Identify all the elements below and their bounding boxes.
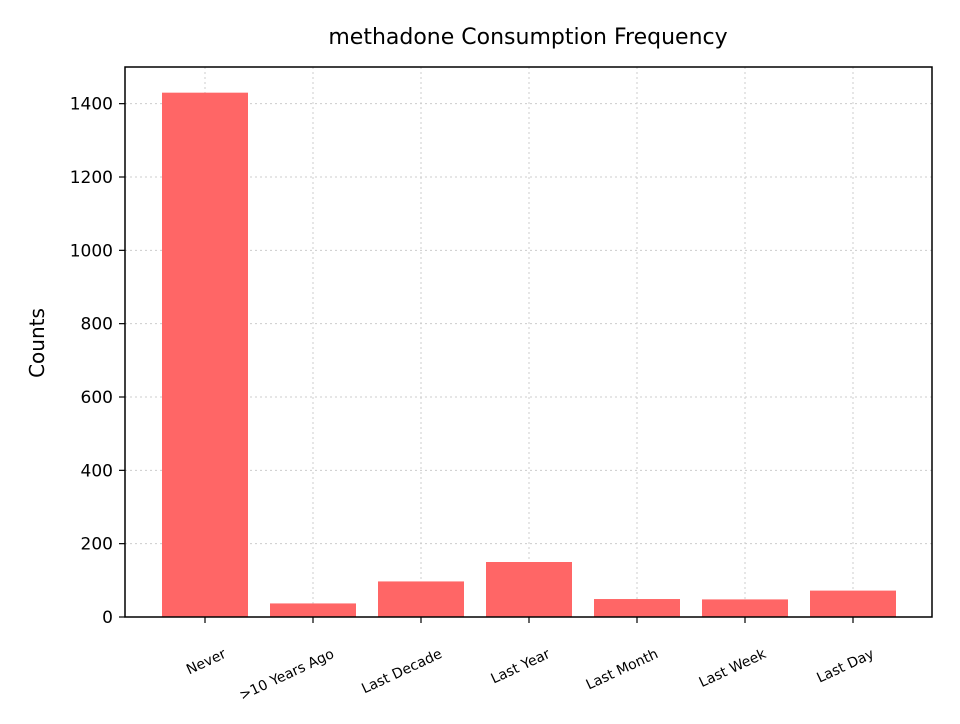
y-axis-ticks: 0 200 400 600 800 1000 1200 1400	[70, 95, 125, 628]
x-tick-label: Last Week	[697, 646, 770, 691]
y-tick-label: 400	[81, 461, 113, 481]
y-tick-label: 0	[102, 608, 113, 628]
y-tick-label: 1400	[70, 95, 113, 115]
y-tick-label: 600	[81, 388, 113, 408]
x-tick-label: Never	[184, 646, 229, 678]
x-axis-ticks: Never >10 Years Ago Last Decade Last Year La…	[184, 617, 877, 704]
bar	[810, 590, 896, 617]
y-axis-label: Counts	[25, 308, 49, 378]
gridlines	[125, 67, 932, 618]
chart-title: methadone Consumption Frequency	[328, 25, 727, 50]
bar	[270, 603, 356, 617]
x-tick-label: Last Month	[584, 646, 661, 693]
x-tick-label: Last Decade	[359, 646, 444, 697]
plot-frame	[124, 66, 933, 618]
bar	[702, 599, 788, 617]
y-tick-label: 1000	[70, 241, 113, 261]
x-tick-label: Last Day	[814, 646, 876, 686]
x-tick-label: >10 Years Ago	[237, 646, 337, 704]
y-tick-label: 1200	[70, 168, 113, 188]
bars	[162, 92, 896, 617]
bar	[378, 581, 464, 617]
y-tick-label: 800	[81, 315, 113, 335]
bar	[162, 92, 248, 617]
bar	[486, 562, 572, 617]
y-tick-label: 200	[81, 535, 113, 555]
bar	[594, 599, 680, 617]
x-tick-label: Last Year	[489, 646, 553, 687]
